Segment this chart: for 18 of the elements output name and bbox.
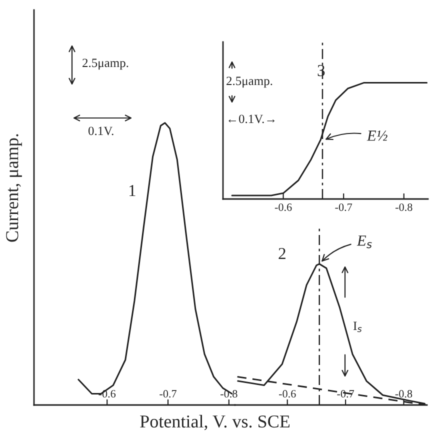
x-tick-label: -0.7 — [337, 390, 354, 398]
text: 2.5μamp. — [82, 58, 128, 70]
x-tick-label: -0.7 — [160, 390, 176, 398]
x-tick-label: -0.7 — [335, 203, 352, 212]
annotation: I$_{s}$ — [353, 322, 362, 332]
annotation: E½ — [366, 130, 388, 141]
annotation: E$_{s}$ — [356, 236, 372, 248]
x-tick-label: -0.8 — [395, 390, 412, 398]
annotation: ←0.1V.→ — [228, 114, 275, 124]
x-axis-title: Potential, V. vs. SCE — [140, 414, 290, 430]
x-tick-label: -0.6 — [278, 390, 296, 398]
annotation: 0.1V. — [88, 126, 114, 136]
annotation: 2.5μamp. — [226, 76, 272, 88]
annotation: 1 — [129, 185, 136, 196]
x-tick-label: -0.8 — [396, 203, 412, 212]
text: 2 — [278, 248, 286, 260]
y-axis-title: Current, μamp. — [6, 134, 22, 242]
x-tick-label: -0.6 — [274, 203, 292, 212]
